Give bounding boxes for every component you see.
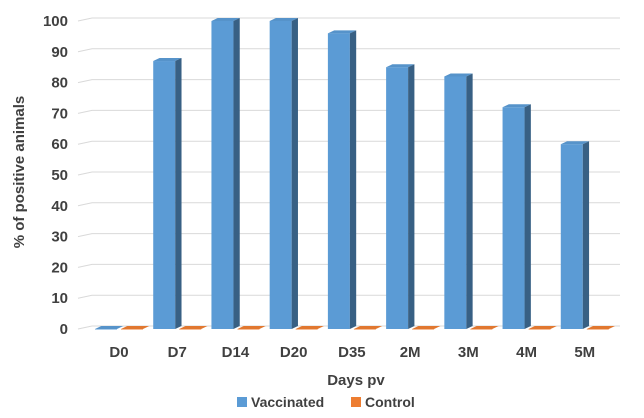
bar-control-D35: [353, 326, 383, 330]
y-tick-label: 30: [51, 229, 68, 246]
gridline: [77, 171, 620, 176]
bar-control-4M: [528, 326, 557, 330]
x-tick-label: D14: [222, 344, 250, 361]
x-tick-label: D7: [168, 344, 187, 361]
x-tick-label: 5M: [574, 344, 595, 361]
x-tick-label: D0: [109, 344, 128, 361]
gridline: [77, 79, 620, 84]
y-tick-label: 100: [43, 13, 68, 30]
bar-vaccinated-D14: [211, 18, 240, 329]
legend-swatch: [237, 397, 247, 407]
x-tick-label: 3M: [458, 344, 479, 361]
gridline: [77, 48, 620, 53]
x-axis-ticks: D0 D7 D14 D20 D35 2M 3M 4M 5M: [109, 344, 595, 361]
bar-vaccinated-3M: [444, 73, 473, 329]
legend-item-vaccinated: Vaccinated: [237, 394, 324, 410]
gridline: [77, 294, 620, 299]
bar-vaccinated-D7: [153, 58, 182, 329]
bar-vaccinated-D35: [327, 30, 357, 329]
legend-label: Vaccinated: [251, 394, 324, 410]
bar-vaccinated-4M: [502, 104, 531, 330]
gridlines: [77, 17, 620, 330]
bar-control-D14: [237, 326, 266, 330]
y-axis-title: % of positive animals: [11, 96, 28, 249]
bar-control-3M: [470, 326, 499, 330]
y-tick-label: 10: [51, 290, 68, 307]
bar-control-5M: [586, 326, 616, 330]
x-tick-label: 4M: [516, 344, 537, 361]
y-tick-label: 20: [51, 259, 68, 276]
x-tick-label: 2M: [400, 344, 421, 361]
gridline: [77, 325, 620, 330]
bar-vaccinated-D20: [269, 18, 298, 329]
bars: [95, 18, 616, 330]
y-tick-label: 50: [51, 167, 68, 184]
y-tick-label: 40: [51, 198, 68, 215]
gridline: [77, 202, 620, 207]
y-tick-label: 80: [51, 75, 68, 92]
x-tick-label: D35: [338, 344, 366, 361]
bar-vaccinated-D0: [95, 326, 124, 330]
gridline: [77, 17, 620, 22]
bar-control-D7: [179, 326, 208, 330]
gridline: [77, 109, 620, 114]
gridline: [77, 233, 620, 238]
legend-label: Control: [365, 394, 415, 410]
y-tick-label: 60: [51, 136, 68, 153]
gridline: [77, 263, 620, 268]
bar-control-D0: [121, 326, 150, 330]
y-tick-label: 0: [60, 321, 68, 338]
x-tick-label: D20: [280, 344, 308, 361]
bar-control-2M: [412, 326, 441, 330]
legend: Vaccinated Control: [237, 394, 415, 410]
gridline: [77, 140, 620, 145]
y-axis-ticks: 0 10 20 30 40 50 60 70 80 90 100: [43, 13, 68, 338]
bar-vaccinated-5M: [560, 141, 590, 329]
bar-control-D20: [295, 326, 324, 330]
legend-item-control: Control: [351, 394, 415, 410]
y-tick-label: 90: [51, 44, 68, 61]
y-tick-label: 70: [51, 105, 68, 122]
bar-vaccinated-2M: [386, 64, 415, 329]
legend-swatch: [351, 397, 361, 407]
x-axis-title: Days pv: [327, 372, 385, 389]
